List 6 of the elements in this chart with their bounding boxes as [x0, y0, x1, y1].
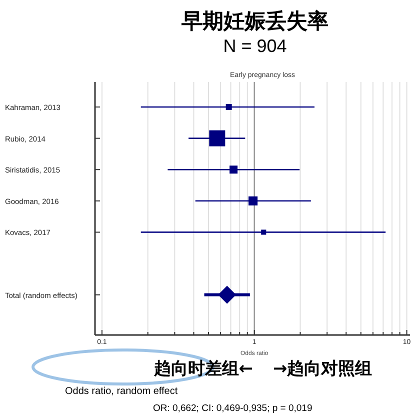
chart-title: 早期妊娠丢失率 [180, 9, 328, 33]
chart-subtitle: N = 904 [223, 36, 287, 56]
text: Odds ratio, random effect [65, 386, 178, 397]
text: OR: 0,662; CI: 0,469-0,935; p = 0,019 [153, 403, 312, 414]
text: →趋向对照组 [273, 359, 372, 379]
text: 趋向时差组← [152, 359, 253, 379]
